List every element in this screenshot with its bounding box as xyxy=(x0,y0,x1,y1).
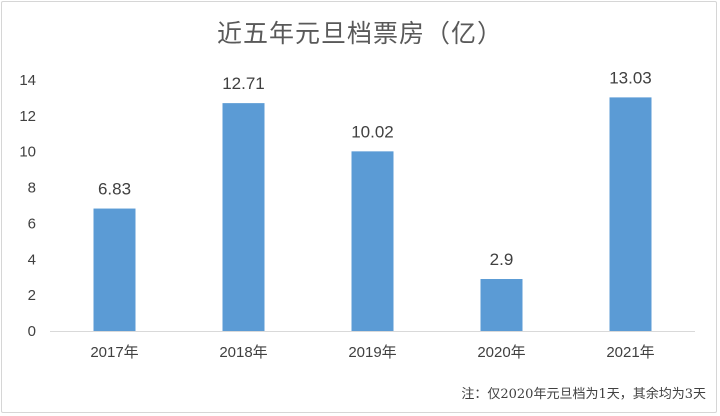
y-tick-label: 6 xyxy=(28,215,36,232)
data-label: 10.02 xyxy=(351,122,394,141)
y-tick-label: 10 xyxy=(19,144,36,161)
chart-note: 注：仅2020年元旦档为1天，其余均为3天 xyxy=(461,387,706,402)
category-label: 2020年 xyxy=(477,344,525,361)
data-label: 6.83 xyxy=(98,180,131,199)
data-label: 12.71 xyxy=(222,74,265,93)
y-axis-ticks: 0 2 4 6 8 10 12 14 xyxy=(19,72,36,340)
y-tick-label: 2 xyxy=(28,287,36,304)
y-tick-label: 12 xyxy=(19,108,36,125)
category-labels: 2017年 2018年 2019年 2020年 2021年 xyxy=(90,344,654,361)
bar xyxy=(351,151,394,331)
bar xyxy=(609,97,652,331)
category-label: 2019年 xyxy=(348,344,396,361)
data-labels: 6.83 12.71 10.02 2.9 13.03 xyxy=(98,68,652,269)
data-label: 2.9 xyxy=(490,250,514,269)
bars xyxy=(93,97,652,331)
category-label: 2018年 xyxy=(219,344,267,361)
y-tick-label: 4 xyxy=(28,251,36,268)
category-label: 2017年 xyxy=(90,344,138,361)
y-tick-label: 14 xyxy=(19,72,36,89)
bar xyxy=(222,103,265,331)
y-tick-label: 0 xyxy=(28,323,36,340)
bar xyxy=(480,279,523,331)
bar xyxy=(93,208,136,331)
data-label: 13.03 xyxy=(609,68,652,87)
category-label: 2021年 xyxy=(606,344,654,361)
chart-title: 近五年元旦档票房（亿） xyxy=(216,19,503,48)
y-tick-label: 8 xyxy=(28,180,36,197)
